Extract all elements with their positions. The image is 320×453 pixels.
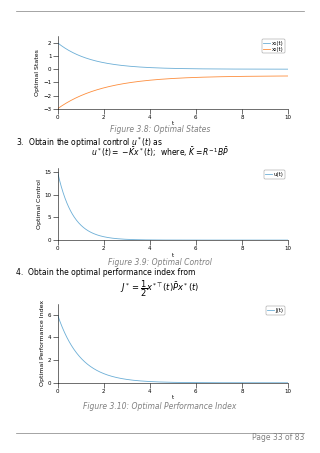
- x₁(t): [56, 40, 60, 46]
- Line: u(t): u(t): [58, 172, 288, 240]
- u(t): [281, 237, 284, 243]
- Legend: x₁(t), x₂(t): x₁(t), x₂(t): [262, 39, 285, 53]
- J(t): [193, 380, 197, 386]
- J(t): [281, 380, 284, 386]
- Text: 4.  Obtain the optimal performance index from: 4. Obtain the optimal performance index …: [16, 268, 196, 277]
- x₂(t): [165, 76, 169, 82]
- x₁(t): [281, 67, 284, 72]
- x₁(t): [166, 66, 170, 71]
- u(t): [286, 237, 290, 243]
- x₂(t): [286, 73, 290, 79]
- Legend: u(t): u(t): [264, 170, 285, 179]
- X-axis label: t: t: [172, 395, 174, 400]
- J(t): [56, 312, 60, 318]
- Y-axis label: Optimal States: Optimal States: [36, 49, 40, 96]
- X-axis label: t: t: [172, 253, 174, 258]
- J(t): [180, 380, 184, 385]
- x₂(t): [281, 73, 284, 79]
- u(t): [244, 237, 248, 243]
- x₁(t): [180, 66, 184, 71]
- u(t): [193, 237, 197, 243]
- x₁(t): [286, 67, 290, 72]
- u(t): [166, 237, 170, 243]
- u(t): [165, 237, 169, 243]
- Y-axis label: Optimal Performance Index: Optimal Performance Index: [40, 300, 45, 386]
- x₂(t): [193, 75, 197, 80]
- X-axis label: t: t: [172, 121, 174, 126]
- J(t): [165, 380, 169, 385]
- x₂(t): [180, 75, 184, 81]
- Text: Figure 3.8: Optimal States: Figure 3.8: Optimal States: [110, 125, 210, 134]
- Text: Figure 3.10: Optimal Performance Index: Figure 3.10: Optimal Performance Index: [83, 402, 237, 411]
- Text: $J^* = \dfrac{1}{2}x^{*\top}(t)\bar{P}x^*(t)$: $J^* = \dfrac{1}{2}x^{*\top}(t)\bar{P}x^…: [120, 279, 200, 299]
- x₁(t): [244, 67, 248, 72]
- Text: $u^*(t) = -\bar{K}x^*(t)$;  where, $\bar{K} = R^{-1}B\bar{P}$: $u^*(t) = -\bar{K}x^*(t)$; where, $\bar{…: [91, 145, 229, 159]
- J(t): [244, 380, 248, 386]
- x₂(t): [244, 73, 248, 79]
- Y-axis label: Optimal Control: Optimal Control: [36, 179, 42, 229]
- Text: Page 33 of 83: Page 33 of 83: [252, 433, 304, 442]
- J(t): [166, 380, 170, 385]
- x₂(t): [56, 106, 60, 111]
- u(t): [180, 237, 184, 243]
- Legend: J(t): J(t): [266, 306, 285, 315]
- x₂(t): [166, 76, 170, 82]
- x₁(t): [165, 66, 169, 71]
- x₁(t): [193, 66, 197, 72]
- u(t): [56, 169, 60, 175]
- Line: J(t): J(t): [58, 315, 288, 383]
- J(t): [286, 380, 290, 386]
- Line: x₁(t): x₁(t): [58, 43, 288, 69]
- Text: Figure 3.9: Optimal Control: Figure 3.9: Optimal Control: [108, 258, 212, 267]
- Text: 3.  Obtain the optimal control $u^*(t)$ as: 3. Obtain the optimal control $u^*(t)$ a…: [16, 136, 163, 150]
- Line: x₂(t): x₂(t): [58, 76, 288, 109]
